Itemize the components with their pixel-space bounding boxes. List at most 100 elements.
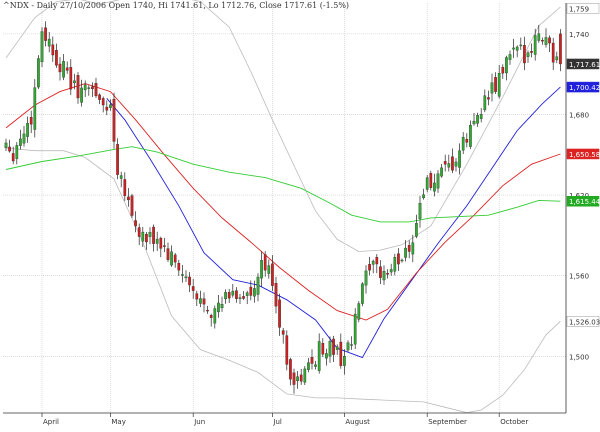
candle-up bbox=[19, 138, 22, 146]
x-tick-label: Jun bbox=[193, 418, 205, 426]
candle-up bbox=[382, 271, 386, 281]
price-tag-box bbox=[566, 3, 600, 14]
candle-down bbox=[551, 42, 555, 63]
candle-down bbox=[235, 290, 238, 299]
y-tick-label: 1,500 bbox=[569, 353, 589, 361]
candle-up bbox=[519, 44, 523, 47]
candle-down bbox=[173, 254, 177, 263]
candle-down bbox=[145, 234, 148, 243]
candle-up bbox=[458, 150, 461, 168]
candle-up bbox=[361, 283, 364, 304]
candle-up bbox=[497, 73, 501, 97]
candle-down bbox=[368, 264, 371, 271]
candle-down bbox=[263, 254, 267, 271]
candle-down bbox=[494, 77, 497, 92]
candle-down bbox=[206, 309, 209, 312]
candle-up bbox=[4, 142, 8, 149]
price-tag-label: 1,717.61 bbox=[569, 61, 600, 69]
candle-down bbox=[116, 144, 119, 175]
candle-down bbox=[289, 359, 292, 380]
price-tag-box bbox=[566, 316, 600, 327]
candle-up bbox=[307, 362, 310, 370]
candle-up bbox=[555, 56, 559, 61]
candle-up bbox=[199, 298, 202, 304]
candle-up bbox=[170, 251, 173, 266]
bollinger-lower-line bbox=[5, 147, 561, 414]
candle-down bbox=[166, 248, 170, 260]
gridlines bbox=[3, 3, 566, 413]
candle-down bbox=[127, 196, 130, 201]
candle-up bbox=[404, 247, 407, 258]
candle-down bbox=[379, 266, 382, 278]
candle-up bbox=[260, 260, 263, 279]
candle-down bbox=[523, 45, 526, 64]
candle-down bbox=[397, 253, 400, 265]
candle-up bbox=[33, 87, 37, 130]
candle-down bbox=[76, 75, 80, 99]
candle-down bbox=[112, 98, 116, 142]
candle-up bbox=[245, 292, 249, 296]
bollinger-bands bbox=[5, 0, 561, 414]
candle-up bbox=[472, 120, 476, 125]
candle-down bbox=[163, 245, 166, 247]
candle-down bbox=[249, 286, 253, 296]
candle-up bbox=[371, 260, 375, 265]
candle-down bbox=[530, 51, 533, 53]
candle-down bbox=[443, 161, 447, 165]
candle-down bbox=[65, 67, 69, 71]
candle-up bbox=[415, 223, 418, 237]
x-tick-label: Jul bbox=[272, 418, 282, 426]
candle-up bbox=[357, 303, 361, 320]
candle-up bbox=[418, 203, 422, 219]
candle-up bbox=[479, 114, 483, 119]
candle-down bbox=[137, 227, 141, 237]
candle-up bbox=[181, 274, 184, 276]
candle-up bbox=[393, 257, 397, 272]
candle-down bbox=[130, 195, 134, 216]
price-tags: 1,759 1,717.61 1,700.42 1,650.58 1,615.44 1,5… bbox=[566, 3, 600, 327]
candle-down bbox=[94, 83, 98, 97]
candle-down bbox=[29, 117, 33, 125]
candle-up bbox=[433, 182, 436, 192]
candle-down bbox=[209, 315, 213, 318]
candle-down bbox=[227, 292, 231, 299]
candle-up bbox=[490, 82, 494, 94]
ohlc-info: Daily 27/10/2006 Open 1740, Hi 1741.61, … bbox=[36, 1, 350, 10]
x-tick-label: May bbox=[111, 418, 125, 426]
candle-up bbox=[73, 80, 76, 84]
candle-down bbox=[310, 357, 314, 364]
candle-up bbox=[400, 259, 404, 262]
candle-down bbox=[278, 299, 281, 328]
candle-up bbox=[422, 194, 425, 199]
price-tag-label: 1,700.42 bbox=[569, 84, 600, 92]
y-tick-label: 1,740 bbox=[569, 31, 589, 39]
candle-up bbox=[389, 269, 393, 273]
candle-up bbox=[469, 124, 472, 147]
candle-up bbox=[37, 58, 40, 88]
ticker-label: ^NDX bbox=[3, 1, 29, 10]
candle-up bbox=[325, 353, 328, 359]
candle-up bbox=[22, 133, 26, 144]
y-tick-label: 1,560 bbox=[569, 273, 589, 281]
candle-up bbox=[533, 35, 537, 55]
candle-down bbox=[281, 330, 285, 335]
candle-down bbox=[339, 341, 343, 366]
candle-down bbox=[159, 237, 163, 249]
candle-down bbox=[271, 263, 274, 286]
candle-up bbox=[109, 104, 112, 108]
candle-down bbox=[285, 335, 289, 365]
candle-up bbox=[505, 57, 508, 74]
candle-down bbox=[177, 262, 181, 271]
candle-up bbox=[461, 137, 465, 151]
price-tag-box bbox=[566, 195, 600, 207]
candle-up bbox=[296, 376, 299, 382]
y-tick-label: 1,680 bbox=[569, 111, 589, 119]
candle-down bbox=[44, 27, 47, 41]
candle-down bbox=[242, 296, 245, 299]
candle-up bbox=[335, 346, 339, 350]
candle-down bbox=[274, 283, 278, 307]
candle-up bbox=[119, 175, 123, 179]
candle-down bbox=[559, 33, 562, 65]
